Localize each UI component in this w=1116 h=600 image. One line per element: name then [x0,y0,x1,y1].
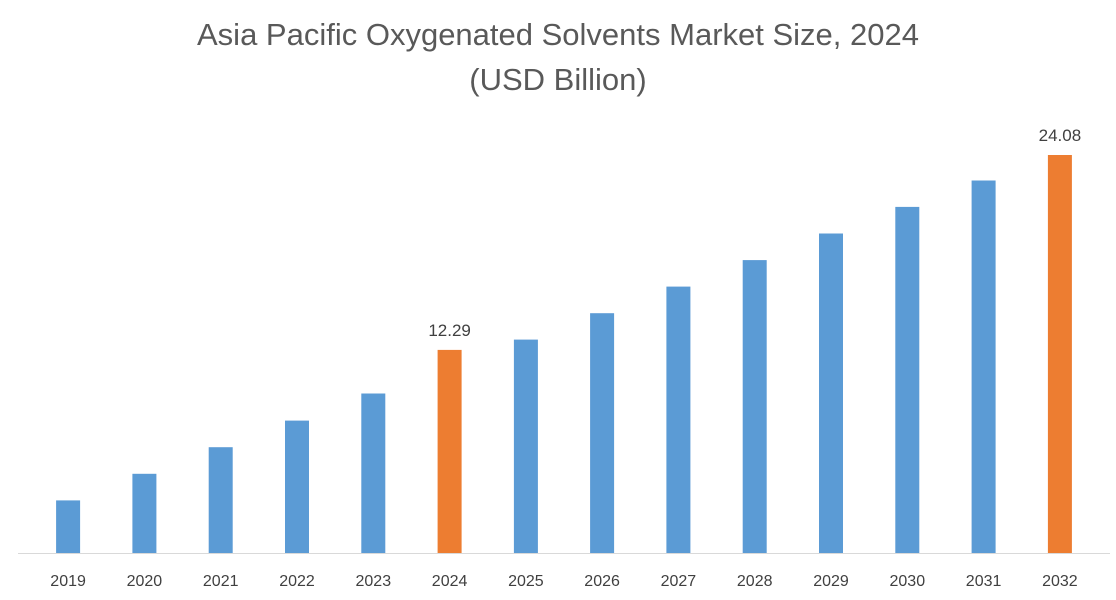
bar-2023 [361,393,386,553]
data-label-2032: 24.08 [1039,126,1082,145]
bar-2027 [666,286,691,553]
bar-2019 [56,500,81,553]
x-tick-label: 2021 [203,573,239,590]
bar-2022 [285,420,309,553]
bar-2030 [895,206,920,553]
x-tick-label: 2028 [737,573,773,590]
x-tick-label: 2031 [966,573,1002,590]
labels-layer: 2019 2020 2021 2022 2023 2024 2025 2026 2027 2028… [50,126,1081,590]
bar-2029 [819,233,843,553]
bars-layer [56,155,1072,553]
x-tick-label: 2025 [508,573,544,590]
chart-subtitle: (USD Billion) [469,62,647,97]
bar-2024 [437,349,462,553]
x-tick-label: 2027 [661,573,697,590]
x-tick-label: 2022 [279,573,315,590]
x-tick-label: 2030 [890,573,926,590]
bar-2020 [132,473,157,553]
data-label-2024: 12.29 [428,321,471,340]
x-tick-label: 2029 [813,573,849,590]
x-tick-label: 2026 [584,573,620,590]
x-tick-label: 2019 [50,573,86,590]
bar-2028 [742,260,767,553]
bar-2032 [1047,155,1072,553]
x-tick-label: 2020 [127,573,163,590]
bar-2026 [590,313,615,553]
x-tick-label: 2024 [432,573,468,590]
x-tick-label: 2023 [356,573,392,590]
bar-2025 [513,339,538,553]
chart-title-block: Asia Pacific Oxygenated Solvents Market … [0,12,1116,102]
bar-2031 [971,180,996,553]
x-tick-label: 2032 [1042,573,1078,590]
chart-title: Asia Pacific Oxygenated Solvents Market … [197,17,919,52]
bar-2021 [208,447,233,553]
